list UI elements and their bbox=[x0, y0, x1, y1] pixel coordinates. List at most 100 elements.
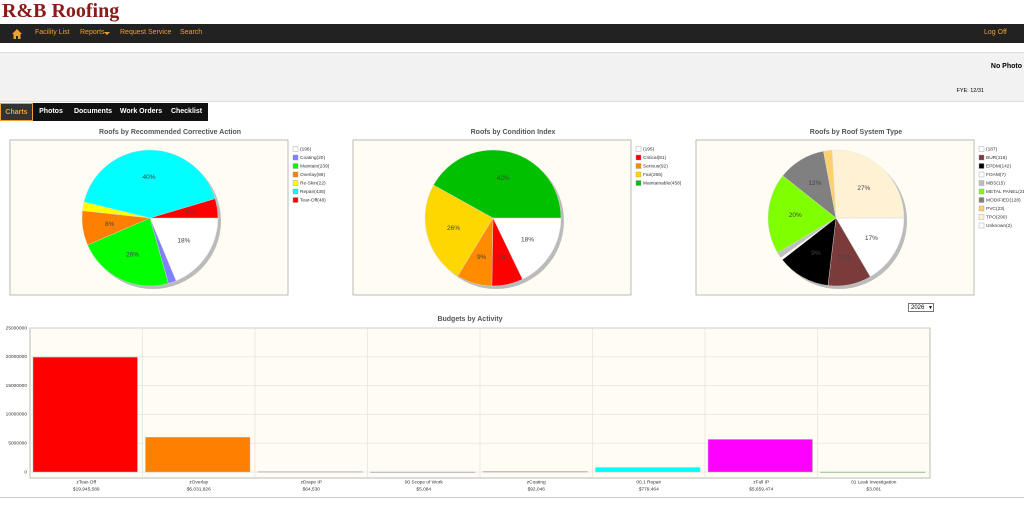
legend-label: (195) bbox=[643, 146, 655, 152]
slice-label: 7% bbox=[497, 255, 507, 262]
legend-label: METAL PANEL(217) bbox=[986, 189, 1024, 195]
pie-shadow bbox=[428, 153, 564, 289]
x-tick-label: zCoating bbox=[527, 479, 546, 485]
pie-slice bbox=[782, 217, 837, 286]
x-tick-label: 00 Scope of Work bbox=[405, 479, 444, 485]
divider bbox=[0, 497, 1024, 498]
pie-slice bbox=[433, 149, 562, 219]
year: 2026 bbox=[911, 305, 925, 311]
y-tick-label: 10000000 bbox=[6, 412, 28, 418]
pie-slice bbox=[149, 217, 219, 282]
pie-slice bbox=[81, 210, 151, 246]
legend-swatch bbox=[978, 180, 985, 186]
nav-bar: Facility List Reports Request Service Se… bbox=[0, 24, 1024, 43]
legend-swatch bbox=[978, 197, 985, 203]
legend-swatch bbox=[292, 188, 299, 195]
legend-label: TPO(290) bbox=[986, 214, 1007, 220]
legend-label: Overlay(86) bbox=[300, 172, 325, 178]
legend-swatch bbox=[292, 180, 299, 186]
pie-slice bbox=[777, 217, 837, 258]
tab[interactable]: Checklist bbox=[170, 108, 203, 115]
legend-label: (187) bbox=[986, 146, 998, 152]
slice-label: 27% bbox=[857, 185, 870, 192]
nav-item[interactable]: Request Service bbox=[120, 29, 172, 36]
slice-label: 9% bbox=[811, 250, 821, 257]
legend-label: Unknown(2) bbox=[986, 223, 1012, 229]
x-tick-label: 00.1 Repair bbox=[636, 479, 661, 485]
slice-label: 26% bbox=[126, 252, 139, 259]
legend-swatch bbox=[292, 171, 299, 178]
bar bbox=[257, 471, 363, 473]
bar bbox=[820, 471, 926, 473]
tab[interactable]: Charts bbox=[0, 103, 33, 121]
chart-box bbox=[9, 139, 289, 296]
legend-swatch bbox=[635, 154, 642, 161]
nav-item[interactable]: Facility List bbox=[35, 29, 70, 36]
chart-title: Roofs by Recommended Corrective Action bbox=[99, 129, 241, 136]
pie-slice bbox=[149, 198, 219, 219]
legend-label: BUR(116) bbox=[986, 155, 1007, 161]
logo[interactable]: R&B Roofing bbox=[2, 0, 120, 22]
chart-title: Roofs by Roof System Type bbox=[810, 129, 903, 136]
legend-swatch bbox=[978, 188, 985, 195]
legend-label: Repair(435) bbox=[300, 189, 326, 195]
slice-label: 12% bbox=[808, 180, 821, 187]
nav-item[interactable]: Search bbox=[180, 29, 203, 36]
bar bbox=[595, 467, 701, 473]
year-select[interactable]: 2026 ▼ bbox=[908, 303, 934, 312]
slice-label: 11% bbox=[838, 255, 851, 262]
pie-slice bbox=[782, 150, 837, 219]
bar bbox=[482, 471, 588, 473]
y-tick-label: 15000000 bbox=[6, 383, 28, 389]
pie-slice bbox=[767, 175, 837, 254]
bar-value-label: $779,464 bbox=[639, 486, 659, 492]
chart-box bbox=[352, 139, 632, 296]
pie-slice bbox=[827, 217, 871, 287]
chart-title: Roofs by Condition Index bbox=[471, 129, 556, 136]
legend-swatch bbox=[292, 154, 299, 161]
legend-swatch bbox=[978, 214, 985, 220]
slice-label: 20% bbox=[789, 212, 802, 219]
legend-swatch bbox=[978, 146, 985, 152]
x-tick-label: zOverlay bbox=[189, 479, 209, 485]
pie-slice bbox=[424, 184, 494, 277]
slice-label: 18% bbox=[177, 237, 190, 244]
legend-swatch bbox=[292, 163, 299, 169]
bar-value-label: $64,530 bbox=[303, 486, 321, 492]
bar-value-label: $19,945,589 bbox=[73, 486, 100, 492]
home-icon[interactable] bbox=[11, 28, 23, 40]
y-tick-label: 0 bbox=[24, 469, 27, 475]
pie-slice bbox=[823, 149, 837, 219]
pie-shadow bbox=[771, 153, 907, 289]
nav-item[interactable]: Reports bbox=[80, 29, 105, 36]
caret bbox=[104, 32, 110, 35]
slice-label: 18% bbox=[521, 236, 534, 243]
pie-slice bbox=[835, 217, 905, 219]
pie-slice bbox=[835, 217, 905, 278]
bar-value-label: $5,659,474 bbox=[749, 486, 773, 492]
plot-area bbox=[29, 327, 931, 479]
legend-swatch bbox=[635, 171, 642, 178]
y-tick-label: 25000000 bbox=[6, 325, 28, 331]
pie-shadow bbox=[85, 153, 221, 289]
bar-value-label: $92,046 bbox=[528, 486, 546, 492]
log-off[interactable]: Log Off bbox=[984, 29, 1007, 36]
pie-slice bbox=[82, 201, 151, 219]
legend-label: FOAM(7) bbox=[986, 172, 1006, 178]
legend-swatch bbox=[978, 163, 985, 169]
slice-label: 26% bbox=[447, 225, 460, 232]
slice-label: 17% bbox=[865, 235, 878, 242]
bar bbox=[32, 356, 138, 473]
pie-slice bbox=[491, 217, 523, 287]
tab[interactable]: Documents bbox=[73, 108, 113, 115]
legend-swatch bbox=[635, 146, 642, 152]
legend-swatch bbox=[978, 171, 985, 178]
pie-slice bbox=[457, 217, 494, 287]
tab[interactable]: Work Orders bbox=[119, 108, 163, 115]
tab[interactable]: Photos bbox=[39, 108, 63, 115]
chart-box bbox=[695, 139, 975, 296]
bar-value-label: $6,031,826 bbox=[187, 486, 211, 492]
legend-label: MODIFIED(128) bbox=[986, 197, 1021, 203]
bar bbox=[707, 439, 813, 473]
